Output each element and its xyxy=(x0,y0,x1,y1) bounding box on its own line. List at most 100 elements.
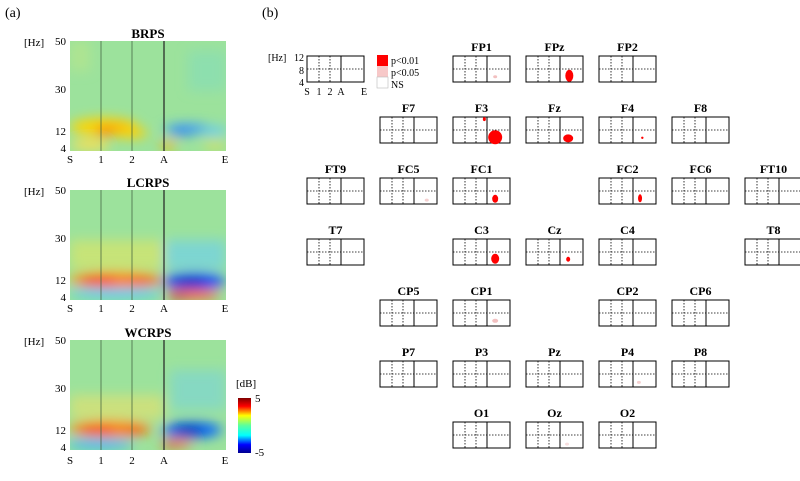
y-tick: 50 xyxy=(55,335,67,347)
electrode-label: Pz xyxy=(548,345,561,359)
significance-blob xyxy=(638,194,643,203)
y-tick: 12 xyxy=(55,275,66,287)
x-tick: E xyxy=(222,303,229,315)
x-tick-labels: S 1 2 A E xyxy=(67,303,229,315)
y-tick: 4 xyxy=(61,143,67,155)
x-tick: 2 xyxy=(129,303,135,315)
spectrogram-title: LCRPS xyxy=(127,175,170,190)
electrode-panel-fc1: FC1 xyxy=(452,162,511,205)
x-tick: 2 xyxy=(129,455,135,467)
electrode-panel-o2: O2 xyxy=(598,406,657,449)
electrode-panel-p4: P4 xyxy=(598,345,657,388)
key-y-tick: 12 xyxy=(294,53,304,64)
electrode-label: F8 xyxy=(694,101,707,115)
electrode-panel-t8: T8 xyxy=(744,223,800,266)
electrode-label: P4 xyxy=(621,345,634,359)
significance-blob xyxy=(636,380,641,384)
x-tick-labels: S 1 2 A E xyxy=(67,455,229,467)
y-tick: 12 xyxy=(55,126,66,138)
electrode-panel-p3: P3 xyxy=(452,345,511,388)
electrode-panel-f4: F4 xyxy=(598,101,657,144)
electrode-label: FC6 xyxy=(690,162,712,176)
electrode-panel-ft10: FT10 xyxy=(744,162,800,205)
electrode-panel-o1: O1 xyxy=(452,406,511,449)
electrode-label: CP6 xyxy=(690,284,712,298)
x-tick-labels: S 1 2 A E xyxy=(67,154,229,166)
electrode-label: FC2 xyxy=(617,162,639,176)
electrode-label: FC5 xyxy=(398,162,420,176)
electrode-panel-fc6: FC6 xyxy=(671,162,730,205)
significance-blob xyxy=(492,318,499,323)
electrode-label: P3 xyxy=(475,345,488,359)
spectrogram-lcrps: LCRPS [Hz] 50 30 12 4 xyxy=(24,175,229,315)
x-tick: A xyxy=(160,154,168,166)
key-y-tick: 4 xyxy=(299,78,304,89)
electrode-panel-cp1: CP1 xyxy=(452,284,511,327)
legend-label: p<0.01 xyxy=(391,56,419,67)
electrode-label: CP1 xyxy=(471,284,493,298)
y-tick: 4 xyxy=(61,442,67,454)
electrode-panel-f8: F8 xyxy=(671,101,730,144)
significance-blob xyxy=(492,194,499,203)
electrode-label: CP5 xyxy=(398,284,420,298)
electrode-panel-f7: F7 xyxy=(379,101,438,144)
electrode-panel-fc2: FC2 xyxy=(598,162,657,205)
electrode-label: F7 xyxy=(402,101,415,115)
legend-swatch-p001 xyxy=(377,55,388,66)
significance-blob xyxy=(424,198,429,202)
colorbar-min: -5 xyxy=(255,447,265,459)
key-x-tick: A xyxy=(337,87,345,98)
electrode-label: Fz xyxy=(548,101,561,115)
electrode-label: F4 xyxy=(621,101,634,115)
electrode-panel-fp1: FP1 xyxy=(452,40,511,83)
electrode-label: C3 xyxy=(474,223,489,237)
spectrogram-title: BRPS xyxy=(131,26,164,41)
colorbar-gradient xyxy=(238,398,251,453)
electrode-panel-oz: Oz xyxy=(525,406,584,449)
x-tick: A xyxy=(160,303,168,315)
x-tick: 2 xyxy=(129,154,135,166)
key-y-tick: 8 xyxy=(299,66,304,77)
spectrogram-wcrps: WCRPS [Hz] 50 30 12 4 xyxy=(24,325,229,467)
key-hz-unit: [Hz] xyxy=(268,53,286,64)
electrode-label: O1 xyxy=(474,406,489,420)
electrode-panel-fp2: FP2 xyxy=(598,40,657,83)
significance-blob xyxy=(493,75,498,79)
x-tick: A xyxy=(160,455,168,467)
x-tick: 1 xyxy=(98,303,104,315)
y-tick-labels: 50 30 12 4 xyxy=(55,335,67,454)
y-tick-labels: 50 30 12 4 xyxy=(55,36,67,155)
electrode-panel-fz: Fz xyxy=(525,101,584,144)
colorbar: [dB] 5 -5 xyxy=(236,378,265,459)
y-tick: 30 xyxy=(55,84,67,96)
significance-blob xyxy=(563,134,574,143)
significance-blob xyxy=(482,117,486,122)
electrode-grid: FP1 FPz FP2 F7 F3 Fz F4 F8 FT9 FC5 FC1 FC2 FC6 FT10 T7… xyxy=(306,40,800,449)
significance-blob xyxy=(488,130,503,145)
panel-b-label: (b) xyxy=(262,6,279,21)
axis-key: [Hz] 12 8 4 S 1 2 A E xyxy=(268,53,367,98)
x-tick: 1 xyxy=(98,455,104,467)
electrode-panel-p7: P7 xyxy=(379,345,438,388)
y-tick: 50 xyxy=(55,36,67,48)
y-tick: 30 xyxy=(55,233,67,245)
y-tick: 12 xyxy=(55,425,66,437)
electrode-panel-cp2: CP2 xyxy=(598,284,657,327)
electrode-label: FC1 xyxy=(471,162,493,176)
significance-blob xyxy=(565,69,574,82)
electrode-label: FP2 xyxy=(617,40,638,54)
electrode-panel-fpz: FPz xyxy=(525,40,584,83)
x-tick: S xyxy=(67,303,73,315)
electrode-label: FT10 xyxy=(760,162,787,176)
panel-a-label: (a) xyxy=(5,6,21,21)
y-tick: 50 xyxy=(55,185,67,197)
spectrogram-title: WCRPS xyxy=(125,325,172,340)
hz-unit-label: [Hz] xyxy=(24,37,44,49)
electrode-label: FPz xyxy=(545,40,566,54)
key-x-tick: 1 xyxy=(317,87,322,98)
electrode-label: F3 xyxy=(475,101,488,115)
legend-label: p<0.05 xyxy=(391,68,419,79)
electrode-label: O2 xyxy=(620,406,635,420)
x-tick: S xyxy=(67,154,73,166)
